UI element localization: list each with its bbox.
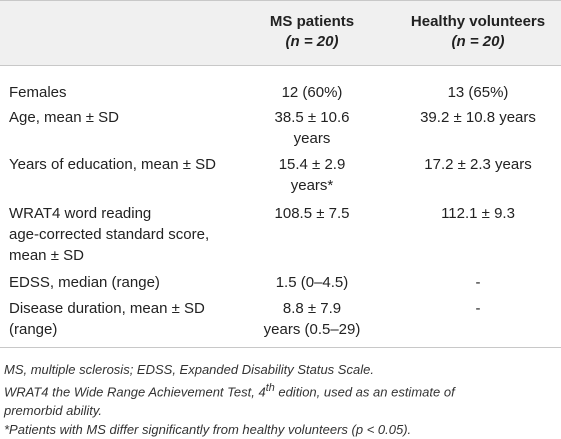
ms-value: 108.5 ± 7.5	[274, 205, 350, 222]
ms-value-line1: 8.8 ± 7.9	[282, 300, 342, 317]
footnote-abbreviations: MS, multiple sclerosis; EDSS, Expanded D…	[4, 362, 374, 377]
ms-value: 1.5 (0–4.5)	[275, 274, 349, 291]
footnote-significance: *Patients with MS differ significantly f…	[4, 422, 412, 438]
table-bottom-rule	[0, 347, 561, 348]
header-hv-title: Healthy volunteers	[410, 13, 546, 30]
ms-value: 12 (60%)	[281, 84, 343, 101]
hv-value: 13 (65%)	[447, 84, 509, 101]
ms-value: 8.8 ± 7.9 years (0.5–29)	[246, 298, 378, 340]
row-label: WRAT4 word reading age-corrected standar…	[9, 203, 249, 266]
demographics-table: MS patients (n = 20) Healthy volunteers …	[0, 0, 561, 338]
ms-value-line2: years*	[290, 177, 334, 194]
row-label: Years of education, mean ± SD	[9, 156, 216, 173]
ms-value-line2: years (0.5–29)	[263, 321, 361, 338]
header-ms-title: MS patients	[269, 13, 355, 30]
row-label: Disease duration, mean ± SD (range)	[9, 298, 249, 340]
row-label: EDSS, median (range)	[9, 274, 160, 291]
row-label-line3: mean ± SD	[9, 247, 84, 264]
ms-value-line1: 15.4 ± 2.9	[278, 156, 346, 173]
ms-value: 38.5 ± 10.6 years	[246, 107, 378, 149]
hv-value: -	[475, 300, 481, 317]
row-label-line1: WRAT4 word reading	[9, 205, 152, 222]
footnote-wrat4-suffix: edition, used as an estimate of	[274, 384, 455, 400]
header-ms-patients: MS patients (n = 20)	[246, 12, 378, 52]
ms-value-line1: 38.5 ± 10.6	[274, 109, 350, 126]
ms-value-line2: years	[293, 130, 331, 147]
row-label-line1: Disease duration, mean ± SD	[9, 300, 205, 317]
table-footnotes: MS, multiple sclerosis; EDSS, Expanded D…	[4, 360, 557, 439]
hv-value: 112.1 ± 9.3	[441, 205, 515, 222]
hv-value: 17.2 ± 2.3 years	[424, 156, 532, 173]
table-header: MS patients (n = 20) Healthy volunteers …	[0, 0, 561, 66]
row-label: Age, mean ± SD	[9, 109, 119, 126]
header-ms-n: (n = 20)	[285, 33, 339, 50]
footnote-wrat4-prefix: WRAT4 the Wide Range Achievement Test, 4	[4, 384, 266, 400]
header-hv-n: (n = 20)	[451, 33, 505, 50]
row-label-line2: age-corrected standard score,	[9, 226, 210, 243]
ms-value: 15.4 ± 2.9 years*	[246, 154, 378, 196]
footnote-wrat4-line2: premorbid ability.	[4, 403, 103, 419]
hv-value: 39.2 ± 10.8 years	[420, 109, 536, 126]
footnote-wrat4: WRAT4 the Wide Range Achievement Test, 4…	[4, 379, 557, 401]
footnote-wrat4-sup: th	[265, 382, 275, 394]
header-healthy-volunteers: Healthy volunteers (n = 20)	[398, 12, 558, 52]
row-label: Females	[9, 84, 67, 101]
hv-value: -	[475, 274, 481, 291]
row-label-line2: (range)	[9, 321, 58, 338]
